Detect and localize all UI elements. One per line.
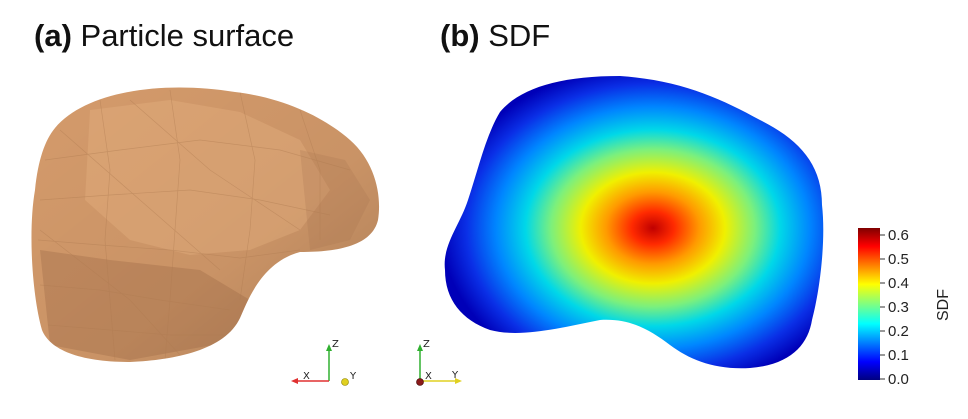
axes-triad-a: Z X Y (291, 339, 357, 386)
triad-b-y-label: Y (451, 370, 459, 381)
axes-triad-b: Z Y X (416, 339, 462, 386)
particle-surface (31, 87, 380, 362)
colorbar-label: SDF (935, 289, 952, 321)
colorbar-ticks: 0.6 0.5 0.4 0.3 0.2 0.1 0.0 (880, 227, 909, 388)
colorbar-gradient (858, 228, 880, 380)
colorbar-tick-label: 0.1 (888, 347, 909, 364)
triad-b-z-label: Z (423, 339, 430, 350)
panel-b-title: (b) SDF (440, 18, 550, 54)
triad-a-y-label: Y (349, 371, 357, 382)
panel-a-title: (a) Particle surface (34, 18, 294, 54)
sdf-field (444, 76, 824, 369)
particle-facet-shading (31, 87, 380, 362)
colorbar-tick-label: 0.2 (888, 323, 909, 340)
triad-a-x-label: X (303, 371, 310, 382)
triad-b-y-arrow-icon (455, 378, 462, 384)
panel-a-label: Particle surface (80, 18, 295, 53)
colorbar: 0.6 0.5 0.4 0.3 0.2 0.1 0.0 SDF (858, 227, 952, 388)
colorbar-tick-label: 0.0 (888, 371, 909, 388)
triad-b-x-label: X (425, 371, 432, 382)
triad-b-z-arrow-icon (417, 344, 423, 351)
panel-b-label: SDF (488, 18, 551, 53)
panel-a-tag: (a) (34, 18, 72, 53)
triad-a-y-axis-icon (341, 378, 349, 386)
colorbar-tick-label: 0.4 (888, 275, 909, 292)
triad-a-z-arrow-icon (326, 344, 332, 351)
colorbar-tick-label: 0.5 (888, 251, 909, 268)
triad-a-z-label: Z (332, 339, 339, 350)
triad-b-x-axis-icon (416, 378, 424, 386)
colorbar-tick-label: 0.6 (888, 227, 909, 244)
triad-a-x-arrow-icon (291, 378, 298, 384)
colorbar-tick-label: 0.3 (888, 299, 909, 316)
panel-b-tag: (b) (440, 18, 480, 53)
sdf-shape (444, 76, 824, 369)
